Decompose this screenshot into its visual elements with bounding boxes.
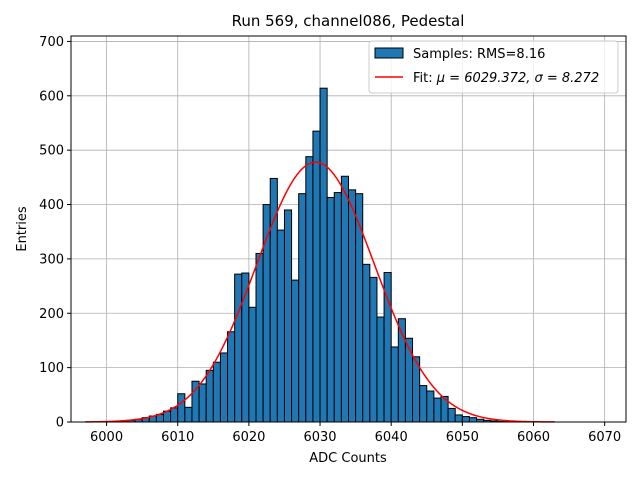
histogram-bar [376, 316, 385, 423]
histogram-bar [305, 156, 314, 423]
histogram-bar [227, 331, 236, 423]
histogram-bar [255, 252, 264, 423]
y-tick-label: 400 [39, 198, 64, 213]
legend-bars-swatch [374, 47, 404, 59]
histogram-bar [298, 193, 307, 423]
histogram-bar [461, 416, 470, 423]
fit-curve [85, 161, 555, 423]
y-tick-label: 0 [56, 416, 64, 431]
legend-box [368, 40, 619, 94]
x-tick-label: 6010 [161, 430, 194, 445]
x-tick-label: 6040 [375, 430, 408, 445]
histogram-bar [312, 130, 321, 423]
histogram-bar [348, 189, 357, 423]
histogram-bar [198, 383, 207, 423]
histogram-bar [468, 417, 478, 423]
histogram-bar [184, 406, 193, 423]
x-tick-label: 6020 [232, 430, 265, 445]
histogram-bar [319, 87, 328, 423]
histogram-bar [283, 209, 293, 423]
histogram-bar [212, 361, 221, 423]
y-axis-label: Entries [15, 206, 30, 252]
y-tick-label: 500 [39, 144, 64, 159]
histogram-bar [355, 193, 364, 423]
legend: Samples: RMS=8.16 Fit: μ = 6029.372, σ =… [368, 40, 619, 94]
histogram-bar [426, 390, 435, 423]
histogram-bar [205, 369, 214, 423]
x-tick-label: 6030 [303, 430, 336, 445]
histogram-bars [120, 87, 527, 423]
histogram-bar [219, 352, 229, 423]
histogram-bar [362, 263, 371, 423]
histogram-bar [454, 414, 463, 423]
y-tick-label: 300 [39, 252, 64, 267]
x-axis-label: ADC Counts [309, 451, 387, 466]
y-axis-ticks: 0 100 200 300 400 500 600 700 [39, 35, 71, 431]
legend-fit-prefix: Fit: [413, 71, 437, 86]
y-tick-label: 200 [39, 307, 64, 322]
histogram-bar [419, 385, 428, 423]
histogram-bar [276, 229, 285, 423]
histogram-bar [404, 337, 414, 423]
x-axis-ticks: 6000 6010 6020 6030 6040 6050 6060 6070 [90, 422, 621, 445]
histogram-bar [326, 196, 335, 423]
legend-fit-label: Fit: μ = 6029.372, σ = 8.272 [413, 71, 599, 86]
histogram-bar [248, 306, 257, 423]
histogram-bar [291, 279, 300, 423]
histogram-bar [234, 273, 243, 423]
plot-frame [70, 35, 627, 423]
histogram-bar [447, 407, 456, 423]
y-tick-label: 600 [39, 89, 64, 104]
histogram-bar [433, 397, 442, 423]
histogram-bar [333, 192, 342, 423]
histogram-bar [390, 346, 399, 423]
chart-title: Run 569, channel086, Pedestal [232, 12, 465, 30]
histogram-bar [177, 393, 186, 423]
x-tick-label: 6060 [517, 430, 550, 445]
legend-fit-params: μ = 6029.372, σ = 8.272 [436, 71, 599, 86]
y-tick-label: 700 [39, 35, 64, 50]
histogram-bar [170, 407, 179, 423]
y-tick-label: 100 [39, 361, 64, 376]
legend-bars-label: Samples: RMS=8.16 [413, 47, 545, 62]
x-tick-label: 6000 [90, 430, 123, 445]
x-tick-label: 6070 [588, 430, 621, 445]
x-tick-label: 6050 [446, 430, 479, 445]
histogram-bar [369, 276, 378, 423]
histogram-bar [340, 175, 349, 423]
histogram-bar [383, 271, 392, 423]
